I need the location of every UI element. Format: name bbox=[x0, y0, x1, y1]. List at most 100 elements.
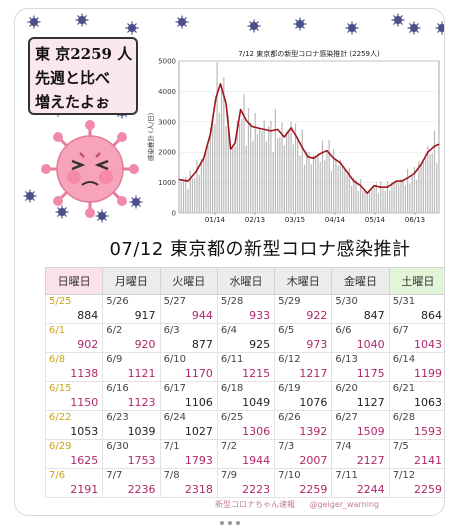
calendar-day-cell: 5/30 847 bbox=[331, 294, 390, 324]
day-estimate: 2191 bbox=[70, 483, 99, 496]
calendar-day-cell: 6/29 1625 bbox=[44, 439, 104, 469]
daily-bar bbox=[400, 178, 402, 213]
trend-point bbox=[215, 96, 217, 98]
bubble-line-1: 東 京2259 人 bbox=[35, 45, 133, 63]
y-tick-label: 5000 bbox=[158, 58, 176, 66]
daily-bar bbox=[205, 150, 207, 213]
day-estimate: 902 bbox=[77, 338, 99, 351]
daily-bar bbox=[407, 168, 409, 213]
daily-bar bbox=[259, 128, 261, 213]
day-date: 6/25 bbox=[220, 412, 244, 423]
trend-point bbox=[203, 157, 205, 159]
calendar-day-cell: 7/5 2141 bbox=[388, 439, 444, 469]
day-date: 6/28 bbox=[392, 412, 416, 423]
calendar-day-cell: 6/3 877 bbox=[159, 323, 218, 353]
daily-bar bbox=[395, 181, 398, 213]
daily-bar bbox=[182, 179, 185, 213]
calendar-day-cell: 7/2 1944 bbox=[216, 439, 276, 469]
daily-bar bbox=[263, 120, 265, 213]
weekday-header: 金曜日 bbox=[331, 267, 390, 295]
daily-bar bbox=[274, 108, 276, 213]
trend-point bbox=[195, 171, 197, 173]
calendar-week-row: 6/1 902 6/2 920 6/3 877 6/4 925 6/5 973 6/6 1040 6/7… bbox=[44, 323, 444, 353]
virus-icon bbox=[435, 21, 444, 35]
y-tick-label: 1000 bbox=[158, 179, 176, 187]
day-estimate: 1150 bbox=[70, 396, 99, 409]
day-date: 7/6 bbox=[49, 470, 66, 481]
day-estimate: 2127 bbox=[356, 454, 385, 467]
day-date: 5/29 bbox=[278, 296, 301, 307]
trend-point bbox=[339, 162, 341, 164]
day-date: 6/1 bbox=[49, 325, 66, 336]
daily-bar bbox=[212, 117, 214, 213]
calendar-day-cell: 6/24 1027 bbox=[159, 410, 218, 440]
day-estimate: 1199 bbox=[414, 367, 442, 380]
calendar-day-cell: 6/2 920 bbox=[102, 323, 161, 353]
day-estimate: 1625 bbox=[70, 454, 99, 467]
day-estimate: 1306 bbox=[242, 425, 271, 438]
daily-bar bbox=[377, 192, 380, 213]
daily-bar bbox=[418, 161, 420, 213]
trend-point bbox=[234, 142, 236, 144]
daily-bar bbox=[288, 131, 290, 213]
day-estimate: 1076 bbox=[299, 396, 328, 409]
trend-point bbox=[256, 127, 258, 129]
daily-bar bbox=[342, 165, 344, 213]
daily-bar bbox=[203, 157, 205, 213]
daily-bar bbox=[386, 180, 389, 213]
day-estimate: 884 bbox=[77, 309, 99, 322]
trend-point bbox=[178, 179, 180, 181]
day-date: 6/2 bbox=[106, 325, 123, 336]
virus-icon bbox=[247, 19, 261, 33]
speech-bubble: 東 京2259 人 先週と比べ 増えたよぉ bbox=[28, 37, 138, 115]
day-estimate: 1217 bbox=[299, 367, 328, 380]
day-estimate: 1175 bbox=[356, 367, 385, 380]
x-tick-label: 02/13 bbox=[245, 216, 265, 224]
daily-bar bbox=[196, 160, 198, 213]
footer-brand: 新型コロナちゃん速報 bbox=[215, 500, 295, 509]
calendar-day-cell: 6/10 1170 bbox=[159, 352, 218, 382]
daily-bar bbox=[420, 165, 422, 213]
trend-point bbox=[380, 186, 382, 188]
day-estimate: 1127 bbox=[356, 396, 385, 409]
day-date: 5/30 bbox=[335, 296, 358, 307]
daily-bar bbox=[362, 190, 364, 213]
trend-point bbox=[434, 145, 436, 147]
day-estimate: 864 bbox=[421, 309, 442, 322]
day-estimate: 1123 bbox=[127, 396, 156, 409]
calendar-day-cell: 6/6 1040 bbox=[331, 323, 390, 353]
daily-bar bbox=[324, 160, 326, 213]
day-date: 6/5 bbox=[278, 325, 295, 336]
daily-bar bbox=[218, 112, 220, 213]
daily-bar bbox=[241, 118, 243, 213]
day-estimate: 1509 bbox=[356, 425, 385, 438]
trend-point bbox=[219, 83, 221, 85]
daily-bar bbox=[220, 85, 223, 213]
daily-bar bbox=[178, 179, 180, 213]
calendar-week-row: 5/25 884 5/26 917 5/27 944 5/28 933 5/29 922 5/30 8… bbox=[44, 294, 444, 324]
day-estimate: 917 bbox=[134, 309, 156, 322]
calendar-day-cell: 5/26 917 bbox=[102, 294, 161, 324]
weekday-header: 日曜日 bbox=[44, 267, 104, 295]
daily-bar bbox=[225, 126, 227, 213]
daily-bar bbox=[207, 146, 209, 213]
virus-icon bbox=[129, 195, 143, 209]
weekday-header: 木曜日 bbox=[274, 267, 333, 295]
day-date: 5/26 bbox=[106, 296, 129, 307]
virus-icon bbox=[55, 205, 69, 219]
calendar-day-cell: 6/14 1199 bbox=[388, 352, 444, 382]
day-estimate: 973 bbox=[306, 338, 328, 351]
calendar-day-cell: 7/4 2127 bbox=[331, 439, 390, 469]
calendar-day-cell: 6/22 1053 bbox=[44, 410, 104, 440]
day-date: 6/8 bbox=[49, 354, 66, 365]
day-date: 7/10 bbox=[278, 470, 301, 481]
trend-point bbox=[360, 185, 362, 187]
calendar-day-cell: 5/28 933 bbox=[216, 294, 276, 324]
calendar-day-cell: 7/9 2223 bbox=[216, 468, 276, 498]
day-date: 6/15 bbox=[49, 383, 72, 394]
day-estimate: 2141 bbox=[414, 454, 442, 467]
x-tick-label: 04/14 bbox=[325, 216, 346, 224]
daily-bar bbox=[364, 191, 366, 213]
day-date: 6/14 bbox=[392, 354, 416, 365]
daily-bar bbox=[247, 108, 250, 213]
